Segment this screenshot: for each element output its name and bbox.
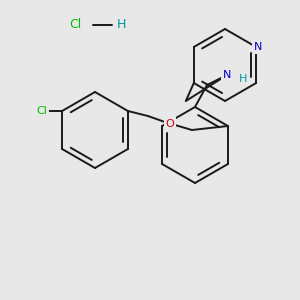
Text: Cl: Cl	[69, 19, 81, 32]
Text: H: H	[239, 74, 247, 84]
Text: N: N	[223, 70, 231, 80]
Text: N: N	[254, 42, 262, 52]
Text: Cl: Cl	[37, 106, 47, 116]
Text: H: H	[116, 19, 126, 32]
Text: O: O	[166, 119, 174, 129]
